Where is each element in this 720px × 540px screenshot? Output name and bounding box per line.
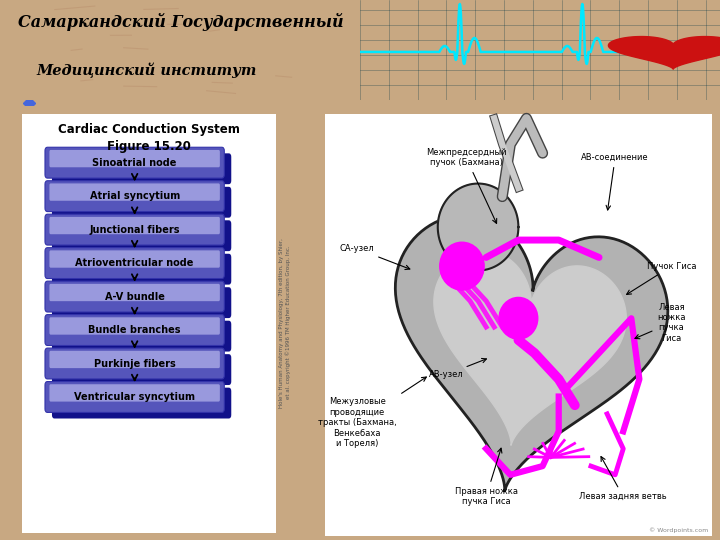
Text: Межузловые
проводящие
тракты (Бахмана,
Венкебаха
и Тореля): Межузловые проводящие тракты (Бахмана, В… [318, 377, 426, 448]
Text: © Wordpoints.com: © Wordpoints.com [649, 528, 708, 534]
Polygon shape [608, 37, 720, 69]
Text: Пучок Гиса: Пучок Гиса [626, 262, 696, 294]
Circle shape [440, 242, 484, 290]
FancyBboxPatch shape [50, 318, 220, 335]
Text: Junctional fibers: Junctional fibers [89, 225, 180, 234]
FancyBboxPatch shape [45, 315, 225, 346]
FancyBboxPatch shape [50, 384, 220, 402]
FancyBboxPatch shape [45, 214, 225, 245]
FancyBboxPatch shape [325, 114, 712, 536]
Text: Левая задняя ветвь: Левая задняя ветвь [580, 457, 667, 501]
Text: СА-узел: СА-узел [340, 244, 410, 269]
FancyBboxPatch shape [52, 254, 231, 285]
FancyBboxPatch shape [45, 147, 225, 178]
Text: Ventricular syncytium: Ventricular syncytium [74, 392, 195, 402]
FancyBboxPatch shape [50, 217, 220, 234]
Circle shape [499, 298, 538, 339]
FancyBboxPatch shape [45, 248, 225, 279]
Text: Atrioventricular node: Atrioventricular node [76, 258, 194, 268]
Text: A-V bundle: A-V bundle [104, 292, 165, 301]
Circle shape [438, 184, 518, 271]
FancyBboxPatch shape [52, 287, 231, 318]
Text: Межпредсердный
пучок (Бахмана): Межпредсердный пучок (Бахмана) [426, 148, 506, 224]
Text: Hole's Human Anatomy and Physiology, 7th edition, by Shier,
et al. copyright ©19: Hole's Human Anatomy and Physiology, 7th… [279, 238, 291, 408]
Text: АВ-соединение: АВ-соединение [581, 153, 649, 210]
FancyBboxPatch shape [50, 184, 220, 201]
Text: Atrial syncytium: Atrial syncytium [89, 191, 180, 201]
Text: Sinoatrial node: Sinoatrial node [92, 158, 177, 168]
FancyBboxPatch shape [52, 153, 231, 184]
FancyBboxPatch shape [45, 382, 225, 413]
Polygon shape [395, 215, 668, 491]
Text: Правая ножка
пучка Гиса: Правая ножка пучка Гиса [454, 448, 518, 506]
FancyBboxPatch shape [52, 187, 231, 218]
Text: Cardiac Conduction System: Cardiac Conduction System [58, 123, 240, 136]
FancyBboxPatch shape [52, 321, 231, 352]
Text: Purkinje fibers: Purkinje fibers [94, 359, 176, 368]
Text: Самаркандский Государственный: Самаркандский Государственный [18, 13, 343, 31]
Text: Figure 15.20: Figure 15.20 [107, 140, 191, 153]
Text: Bundle branches: Bundle branches [89, 325, 181, 335]
FancyBboxPatch shape [50, 351, 220, 368]
FancyBboxPatch shape [52, 220, 231, 251]
FancyBboxPatch shape [45, 348, 225, 379]
FancyBboxPatch shape [50, 150, 220, 167]
FancyBboxPatch shape [45, 281, 225, 312]
Text: Медицинский институт: Медицинский институт [36, 62, 256, 78]
Text: АВ-узел: АВ-узел [428, 359, 487, 379]
FancyBboxPatch shape [45, 181, 225, 212]
FancyBboxPatch shape [52, 354, 231, 385]
Polygon shape [434, 251, 626, 446]
FancyBboxPatch shape [22, 114, 276, 534]
Text: Левая
ножка
пучка
Гиса: Левая ножка пучка Гиса [635, 302, 686, 343]
FancyBboxPatch shape [50, 284, 220, 301]
FancyBboxPatch shape [50, 251, 220, 268]
FancyBboxPatch shape [52, 388, 231, 418]
